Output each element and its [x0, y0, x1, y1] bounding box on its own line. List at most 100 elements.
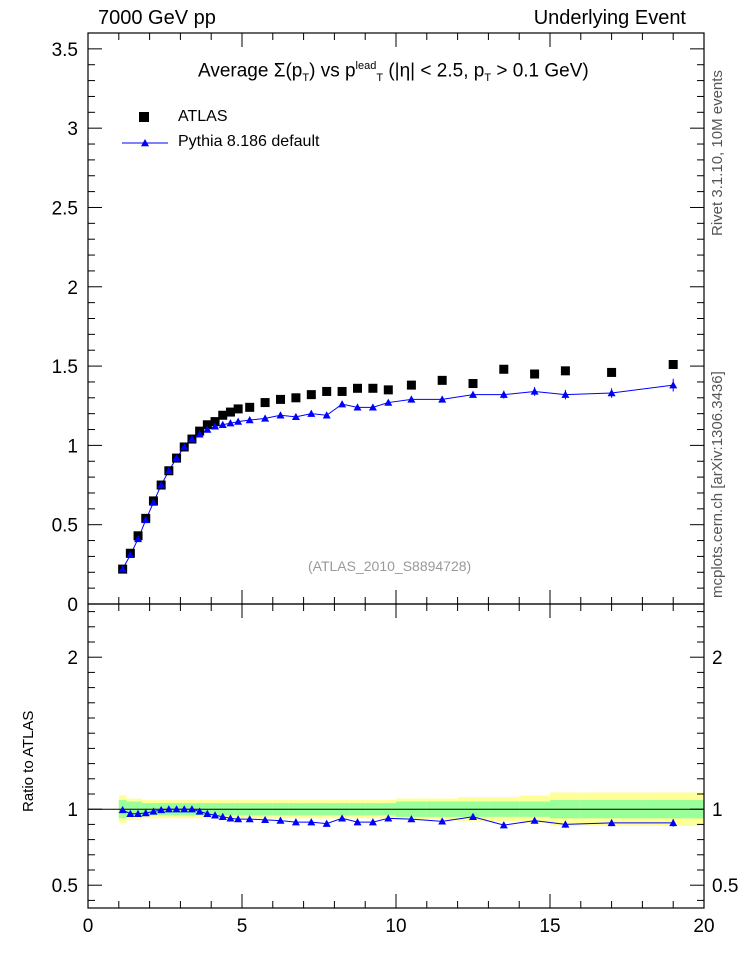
atlas-point [337, 386, 347, 396]
atlas-point [245, 402, 255, 412]
ratio-mc-point [226, 814, 235, 822]
header-beam-label: 7000 GeV pp [98, 7, 216, 29]
mc-point [126, 550, 135, 559]
atlas-point [276, 394, 285, 404]
ratio-mc-point [245, 815, 254, 823]
ratio-mc-line [122, 808, 674, 826]
title-prefix: Average [198, 60, 274, 82]
ratio-mc-point [669, 818, 678, 827]
ratio-mc-point [141, 809, 150, 817]
y-tick-label: 0.5 [52, 516, 78, 537]
title-part4: > 0.1 GeV) [491, 60, 589, 82]
ratio-mc-point [180, 805, 189, 813]
legend-atlas-label: ATLAS [178, 108, 228, 125]
atlas-point [468, 379, 478, 389]
mc-point [245, 416, 254, 424]
mc-point [322, 411, 331, 419]
ratio-y-tick-label: 0.5 [52, 876, 78, 897]
ratio-mc-point [469, 812, 477, 820]
mc-point [134, 534, 143, 543]
title-sigma: Σ [273, 60, 286, 82]
title-sub2: T [376, 72, 384, 85]
atlas-point [353, 383, 362, 393]
ratio-y-tick-label: 1 [67, 800, 78, 821]
atlas-point [406, 380, 416, 390]
atlas-point [368, 383, 378, 393]
y-tick-label: 1 [67, 436, 78, 457]
header-process-label: Underlying Event [533, 7, 686, 29]
atlas-point [499, 364, 509, 374]
mc-point [261, 414, 270, 422]
ratio-mc-point [322, 819, 331, 827]
mc-point [353, 403, 362, 411]
ratio-mc-point [149, 807, 158, 815]
y-tick-label: 1.5 [52, 357, 78, 378]
ratio-mc-point [368, 818, 377, 826]
ratio-mc-point [307, 818, 316, 826]
title-part3: (|η| < 2.5, p [383, 60, 485, 82]
atlas-point [225, 407, 235, 417]
ratio-frame [87, 603, 705, 909]
y-tick-label-zero: 0 [67, 595, 78, 616]
ratio-mc-point [195, 807, 204, 815]
mc-point [669, 381, 678, 389]
x-tick-label: 0 [83, 916, 94, 937]
atlas-point [218, 410, 228, 420]
mc-point [141, 515, 150, 524]
ratio-mc-point [187, 805, 196, 813]
mc-point [218, 420, 227, 428]
ratio-mc-point [291, 818, 300, 826]
ratio-mc-point [234, 815, 243, 823]
x-tick-label: 5 [237, 916, 248, 937]
mc-point [276, 411, 285, 419]
ratio-mc-point [172, 805, 181, 813]
y-tick-label: 3.5 [52, 40, 78, 61]
ratio-mc-point [561, 820, 570, 828]
mc-point [195, 430, 204, 438]
mc-point [187, 435, 196, 443]
ratio-mc-point [126, 809, 135, 817]
atlas-point [383, 385, 393, 395]
ratio-mc-point [261, 815, 270, 824]
mc-point [149, 498, 158, 506]
mc-point [180, 442, 189, 451]
atlas-point [437, 375, 447, 385]
title-sup-lead: lead [355, 60, 377, 72]
ratio-mc-point [384, 814, 393, 822]
atlas-point [607, 367, 617, 377]
ratio-mc-point [407, 815, 416, 823]
mc-point [172, 454, 181, 462]
ratio-y-tick-label-right: 1 [712, 800, 723, 821]
y-tick-label: 2.5 [52, 198, 78, 219]
atlas-point [322, 386, 332, 396]
mc-point [530, 387, 539, 395]
mc-point [203, 425, 212, 433]
title-part1: (p [285, 60, 303, 82]
mc-point [438, 395, 447, 403]
atlas-point [210, 417, 220, 427]
rivet-version-label: Rivet 3.1.10, 10M events [709, 70, 726, 236]
ratio-mc-point [338, 814, 347, 822]
atlas-point [530, 369, 540, 379]
y-tick-label: 3 [67, 119, 78, 140]
mc-point [118, 565, 127, 573]
legend-pythia-label: Pythia 8.186 default [178, 133, 320, 150]
x-tick-label: 20 [693, 916, 714, 937]
analysis-id-label: (ATLAS_2010_S8894728) [308, 558, 472, 574]
ratio-y-tick-label-right: 2 [712, 648, 723, 669]
ratio-mc-point [118, 805, 127, 814]
mc-point [469, 390, 477, 398]
legend-pythia-marker [141, 139, 149, 147]
legend-atlas-marker [139, 112, 149, 122]
ratio-y-tick-label: 2 [67, 648, 78, 669]
ratio-y-axis-label: Ratio to ATLAS [20, 710, 37, 812]
mc-point [211, 422, 220, 430]
ratio-mc-point [164, 805, 173, 813]
mc-point [291, 412, 300, 421]
atlas-point [233, 404, 243, 414]
mc-line [122, 384, 674, 570]
ratio-mc-point [530, 816, 539, 824]
mc-point [338, 400, 347, 408]
ratio-mc-point [203, 809, 212, 817]
mc-point [157, 481, 166, 489]
